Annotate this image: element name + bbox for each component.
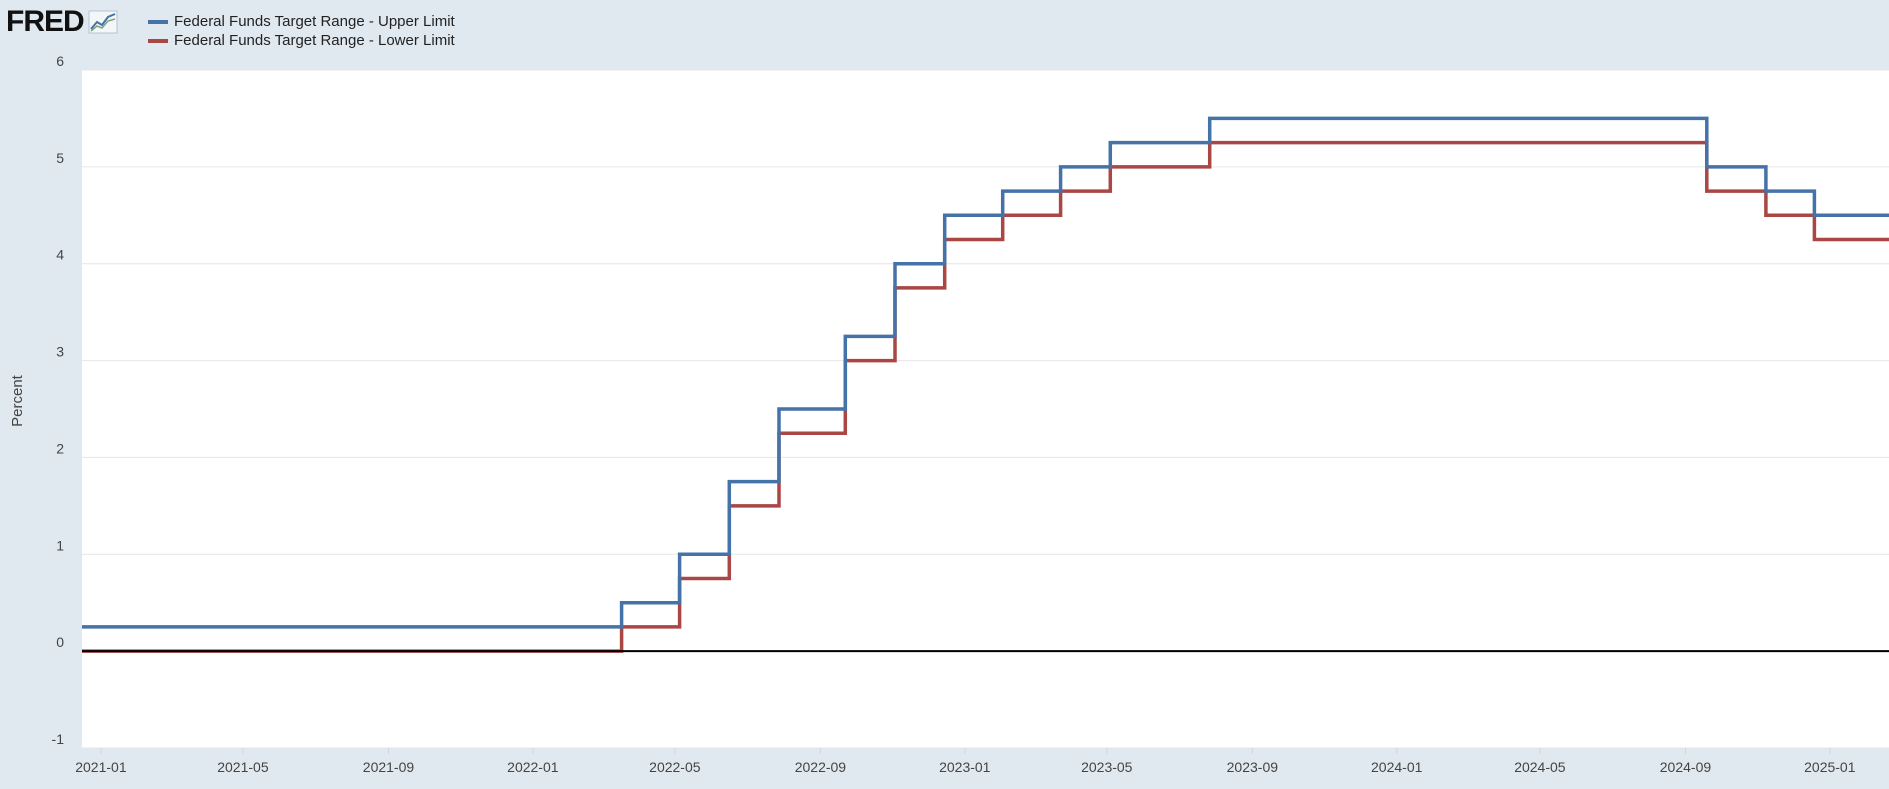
legend-label-lower: Federal Funds Target Range - Lower Limit: [174, 32, 455, 49]
x-tick-label: 2025-01: [1804, 759, 1856, 775]
y-tick-label: 3: [56, 344, 64, 360]
legend-swatch-upper: [148, 19, 168, 24]
series-line-lower[interactable]: [82, 140, 1889, 653]
y-tick-label: -1: [52, 731, 65, 747]
x-tick-label: 2023-09: [1227, 759, 1279, 775]
y-tick-label: 0: [56, 634, 64, 650]
y-tick-label: 4: [56, 247, 64, 263]
series-line-upper[interactable]: [82, 116, 1889, 629]
x-tick-label: 2022-05: [649, 759, 701, 775]
x-tick-label: 2021-05: [217, 759, 269, 775]
x-tick-label: 2023-05: [1081, 759, 1133, 775]
x-tick-label: 2021-01: [75, 759, 127, 775]
y-tick-label: 5: [56, 150, 64, 166]
x-axis-ticks: 2021-01 2021-05 2021-09 2022-01 2022-05 2022-…: [75, 748, 1856, 775]
x-tick-label: 2021-09: [363, 759, 415, 775]
legend-swatch-lower: [148, 38, 168, 43]
y-tick-label: 1: [56, 537, 64, 553]
x-tick-label: 2023-01: [939, 759, 991, 775]
fred-logo-text: FRED: [6, 5, 85, 38]
legend-item-lower[interactable]: Federal Funds Target Range - Lower Limit: [148, 31, 455, 50]
x-tick-label: 2022-01: [507, 759, 559, 775]
line-chart-icon: [88, 10, 118, 34]
y-tick-label: 6: [56, 53, 64, 69]
plot-area: [82, 70, 1889, 748]
fred-logo[interactable]: FRED: [6, 6, 118, 38]
gridlines: [82, 69, 1889, 749]
x-tick-label: 2024-05: [1514, 759, 1566, 775]
y-axis-title: Percent: [9, 374, 26, 427]
legend-label-upper: Federal Funds Target Range - Upper Limit: [174, 13, 455, 30]
legend-item-upper[interactable]: Federal Funds Target Range - Upper Limit: [148, 12, 455, 31]
y-tick-label: 2: [56, 440, 64, 456]
series-lines: [82, 116, 1889, 653]
x-tick-label: 2024-01: [1371, 759, 1423, 775]
y-axis-ticks: 6 5 4 3 2 1 0 -1: [52, 53, 65, 747]
chart-legend: Federal Funds Target Range - Upper Limit…: [148, 12, 455, 50]
x-tick-label: 2022-09: [795, 759, 847, 775]
x-tick-label: 2024-09: [1660, 759, 1712, 775]
